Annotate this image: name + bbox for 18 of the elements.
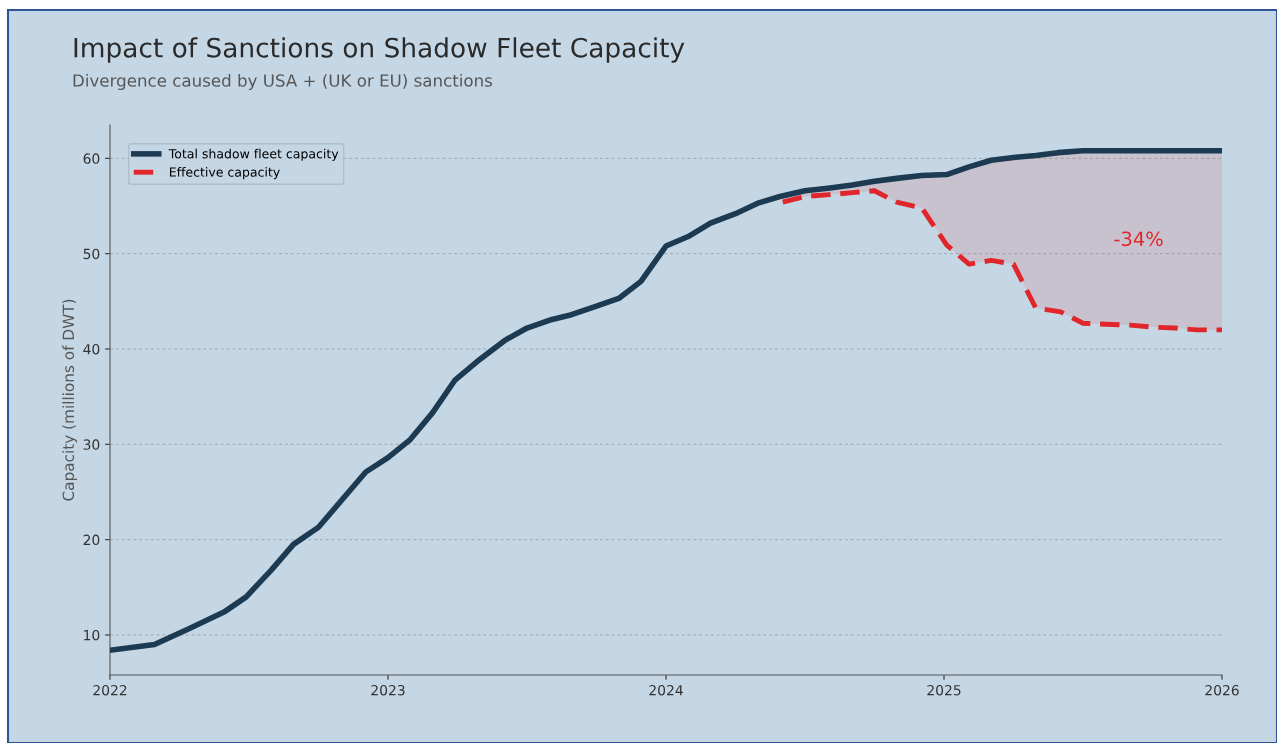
y-tick-label: 30 (83, 439, 100, 450)
chart-subtitle: Divergence caused by USA + (UK or EU) sanctions (73, 73, 493, 91)
x-tick-label: 2026 (1205, 684, 1239, 696)
legend-label: Total shadow fleet capacity (168, 148, 339, 161)
line-series (780, 188, 1222, 333)
y-tick-label: 60 (83, 153, 100, 164)
y-axis-title: Capacity (millions of DWT) (62, 299, 78, 501)
x-tick-label: 2024 (649, 684, 683, 696)
legend-label: Effective capacity (169, 167, 280, 180)
annotation: -34% (1114, 231, 1163, 247)
x-tick-label: 2025 (927, 684, 961, 696)
y-tick-label: 40 (83, 343, 100, 355)
y-tick-label: 50 (83, 248, 100, 260)
y-tick-label: 20 (83, 534, 100, 546)
y-tick-label: 10 (84, 629, 100, 641)
x-tick-label: 2022 (93, 684, 127, 696)
chart-title: Impact of Sanctions on Shadow Fleet Capacity (74, 37, 685, 63)
x-tick-label: 2023 (371, 684, 405, 696)
